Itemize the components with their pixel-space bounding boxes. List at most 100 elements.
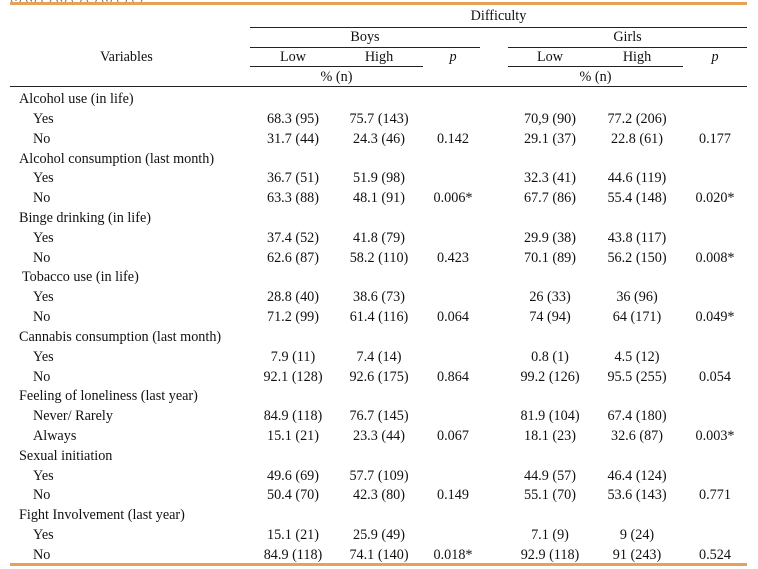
girls-high-cell: 55.4 (148) [607, 190, 667, 207]
boys-low-cell: 49.6 (69) [266, 467, 319, 484]
boys-pct-n-heading: % (n) [320, 69, 353, 85]
girls-low-cell: 0.8 (1) [531, 348, 569, 365]
girls-pct-n-heading: % (n) [579, 69, 612, 85]
boys-high-cell: 38.6 (73) [352, 289, 405, 306]
girls-p-cell: 0.524 [699, 546, 731, 563]
girls-high-cell: 67.4 (180) [607, 408, 667, 425]
girls-p-cell: 0.049* [695, 309, 735, 325]
boys-high-cell: 23.3 (44) [352, 427, 405, 444]
boys-high-cell: 7.4 (14) [356, 348, 402, 365]
row-label: Always [33, 427, 77, 444]
section-label: Fight Involvement (last year) [19, 507, 185, 524]
boys-p-cell: 0.142 [437, 130, 469, 147]
girls-high-cell: 56.2 (150) [607, 249, 667, 266]
boys-low-cell: 62.6 (87) [266, 249, 319, 266]
girls-lowhigh-underline [508, 66, 683, 67]
boys-low-cell: 15.1 (21) [266, 527, 319, 543]
section-label: Alcohol consumption (last month) [19, 150, 215, 167]
boys-low-cell: 50.4 (70) [266, 487, 319, 504]
top-clipped-text: (.) (,) ( ) (,) ( ) ( ) (,) ( ) ( ) [10, 0, 143, 3]
row-label: No [33, 130, 51, 147]
boys-low-cell: 84.9 (118) [263, 546, 323, 563]
boys-high-cell: 25.9 (49) [352, 527, 405, 543]
boys-high-cell: 76.7 (145) [349, 408, 409, 425]
row-label: Yes [33, 348, 54, 365]
girls-high-cell: 9 (24) [619, 527, 655, 543]
boys-low-cell: 71.2 (99) [266, 309, 319, 325]
row-label: Never/ Rarely [33, 408, 113, 425]
boys-low-cell: 84.9 (118) [263, 408, 323, 425]
boys-high-cell: 24.3 (46) [352, 130, 405, 147]
boys-high-cell: 75.7 (143) [349, 110, 409, 127]
header-bottom-rule [10, 86, 747, 87]
girls-p-cell: 0.771 [699, 487, 731, 504]
girls-p-cell: 0.177 [699, 130, 731, 147]
boys-high-cell: 92.6 (175) [349, 368, 409, 385]
girls-high-cell: 36 (96) [616, 289, 658, 306]
girls-low-cell: 74 (94) [529, 309, 571, 325]
girls-low-cell: 81.9 (104) [520, 408, 580, 425]
section-label: Feeling of loneliness (last year) [19, 388, 198, 405]
boys-p-cell: 0.067 [437, 427, 469, 444]
girls-p-cell: 0.003* [695, 427, 735, 444]
row-label: No [33, 249, 51, 266]
girls-low-cell: 26 (33) [529, 289, 571, 306]
girls-high-cell: 53.6 (143) [607, 487, 667, 504]
girls-p-cell: 0.054 [699, 368, 731, 385]
girls-high-cell: 44.6 (119) [607, 170, 667, 187]
girls-high-cell: 43.8 (117) [607, 229, 667, 246]
boys-high-cell: 42.3 (80) [352, 487, 405, 504]
section-label: Alcohol use (in life) [19, 91, 134, 107]
boys-low-cell: 63.3 (88) [266, 190, 319, 207]
girls-high-cell: 4.5 (12) [614, 348, 660, 365]
boys-underline [250, 47, 480, 48]
boys-high-cell: 57.7 (109) [349, 467, 409, 484]
girls-p-cell: 0.020* [695, 190, 735, 207]
row-label: No [33, 368, 51, 385]
girls-high-cell: 32.6 (87) [610, 427, 663, 444]
boys-lowhigh-underline [250, 66, 423, 67]
section-label: Tobacco use (in life) [22, 269, 139, 286]
top-rule [10, 2, 747, 5]
girls-high-cell: 64 (171) [612, 309, 662, 325]
boys-low-cell: 28.8 (40) [266, 289, 319, 306]
difficulty-underline [250, 27, 747, 28]
girls-low-cell: 32.3 (41) [523, 170, 576, 187]
bottom-rule [10, 563, 747, 566]
boys-high-cell: 41.8 (79) [352, 229, 405, 246]
boys-low-cell: 31.7 (44) [266, 130, 319, 147]
girls-high-cell: 91 (243) [612, 546, 662, 563]
boys-p-heading: p [449, 49, 457, 65]
boys-high-cell: 61.4 (116) [349, 309, 409, 325]
row-label: No [33, 190, 51, 207]
boys-low-cell: 68.3 (95) [266, 110, 319, 127]
girls-low-cell: 99.2 (126) [520, 368, 580, 385]
girls-p-heading: p [711, 49, 719, 65]
girls-low-cell: 55.1 (70) [523, 487, 576, 504]
girls-low-cell: 70.1 (89) [523, 249, 576, 266]
girls-high-heading: High [622, 49, 652, 65]
row-label: Yes [33, 229, 54, 246]
boys-p-cell: 0.423 [437, 249, 469, 266]
boys-low-cell: 92.1 (128) [263, 368, 323, 385]
girls-p-cell: 0.008* [695, 249, 735, 266]
row-label: Yes [33, 527, 54, 543]
girls-high-cell: 95.5 (255) [607, 368, 667, 385]
girls-low-cell: 44.9 (57) [523, 467, 576, 484]
girls-low-cell: 18.1 (23) [523, 427, 576, 444]
row-label: Yes [33, 289, 54, 306]
boys-high-cell: 58.2 (110) [349, 249, 409, 266]
boys-high-cell: 48.1 (91) [352, 190, 405, 207]
girls-high-cell: 46.4 (124) [607, 467, 667, 484]
boys-low-cell: 37.4 (52) [266, 229, 319, 246]
boys-high-cell: 51.9 (98) [352, 170, 405, 187]
girls-low-heading: Low [536, 49, 563, 65]
row-label: No [33, 487, 51, 504]
boys-p-cell: 0.064 [437, 309, 469, 325]
boys-p-cell: 0.006* [433, 190, 473, 207]
girls-high-cell: 22.8 (61) [610, 130, 663, 147]
boys-heading: Boys [350, 29, 380, 45]
boys-low-cell: 36.7 (51) [266, 170, 319, 187]
girls-low-cell: 92.9 (118) [520, 546, 580, 563]
section-label: Sexual initiation [19, 447, 113, 464]
